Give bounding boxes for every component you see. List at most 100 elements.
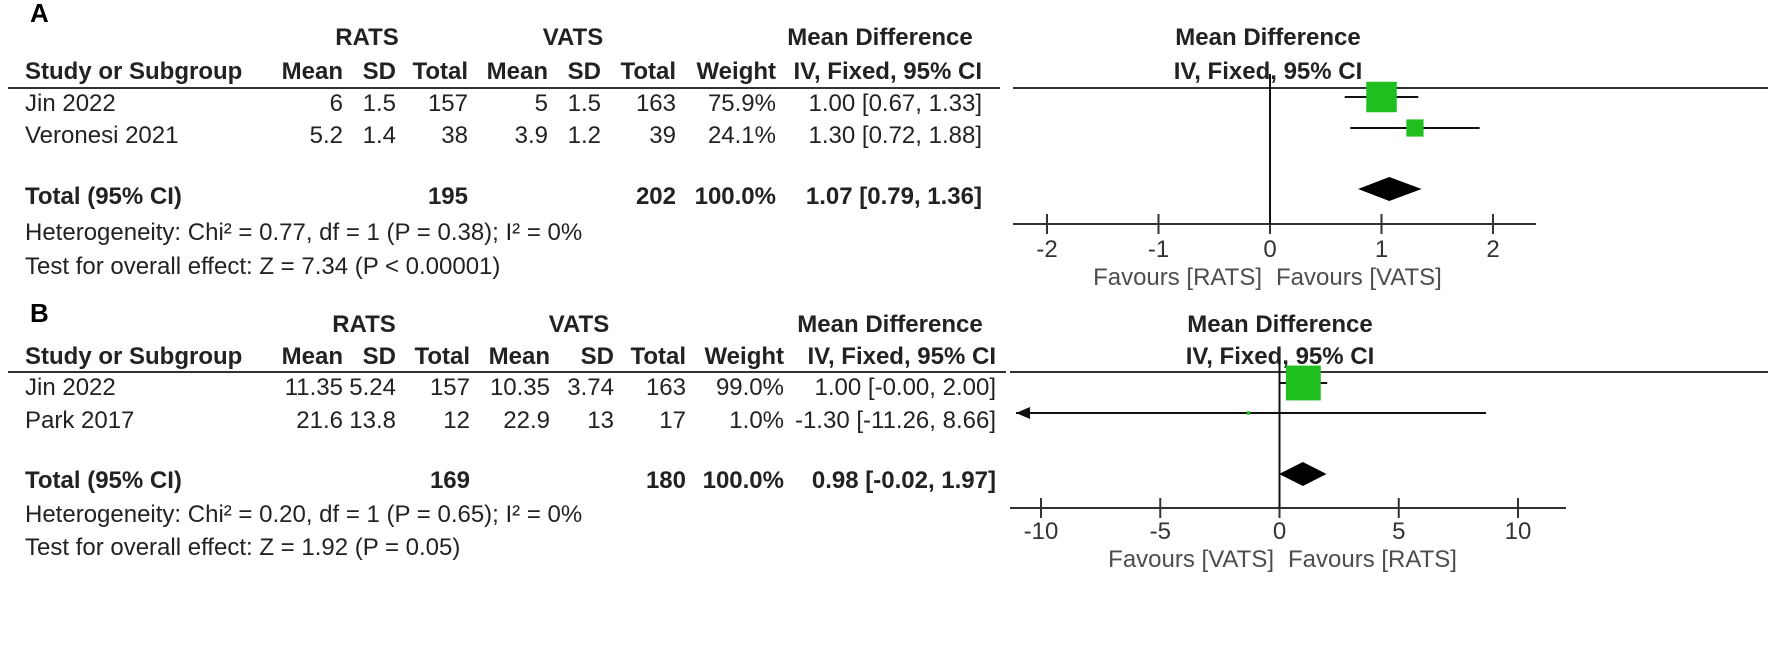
col-header-weight: Weight [696,58,776,85]
study-total-vats: 17 [659,407,686,434]
study-name: Park 2017 [25,407,134,434]
panel-label: A [30,0,49,28]
study-ci: 1.30 [0.72, 1.88] [809,122,982,149]
study-mean-vats: 5 [535,90,548,117]
favours-left-label: Favours [VATS] [1108,546,1274,573]
x-tick-label: 0 [1273,518,1286,545]
study-sd-vats: 3.74 [567,374,614,401]
plot-effect-subheader: IV, Fixed, 95% CI [1174,58,1363,85]
x-tick-label: -1 [1148,236,1169,263]
group-label-vats: VATS [549,311,609,338]
group-label-rats: RATS [335,24,399,51]
plot-effect-header: Mean Difference [1187,311,1372,338]
study-total-rats: 38 [441,122,468,149]
study-weight: 1.0% [729,407,784,434]
ci-arrow-left [1016,407,1030,419]
col-header-total-vats: Total [620,58,676,85]
study-mean-vats: 3.9 [515,122,548,149]
group-label-rats: RATS [332,311,396,338]
study-mean-vats: 10.35 [490,374,550,401]
study-weight: 75.9% [708,90,776,117]
col-header-total-rats: Total [412,58,468,85]
study-ci: 1.00 [-0.00, 2.00] [815,374,996,401]
total-label: Total (95% CI) [25,467,182,494]
study-total-rats: 12 [443,407,470,434]
heterogeneity-text: Heterogeneity: Chi² = 0.77, df = 1 (P = … [25,219,582,246]
study-mean-rats: 11.35 [285,374,343,401]
col-header-sd-rats: SD [363,58,396,85]
study-total-vats: 39 [649,122,676,149]
total-diamond [1279,462,1327,486]
study-mean-vats: 22.9 [503,407,550,434]
total-ci: 0.98 [-0.02, 1.97] [812,467,996,494]
study-mean-rats: 6 [330,90,343,117]
col-header-ci: IV, Fixed, 95% CI [793,58,982,85]
panel-label: B [30,298,49,328]
study-sd-rats: 1.4 [363,122,396,149]
study-name: Jin 2022 [25,374,116,401]
forest-panel-a: A RATS VATS Mean Difference Mean Difference S… [8,0,1768,291]
study-sd-vats: 1.2 [568,122,601,149]
total-diamond [1358,177,1422,201]
x-tick-label: -10 [1024,518,1059,545]
study-total-rats: 157 [428,90,468,117]
col-header-mean-vats: Mean [487,58,548,85]
col-header-ci: IV, Fixed, 95% CI [807,343,996,370]
total-n-rats: 195 [428,183,468,210]
total-label: Total (95% CI) [25,183,182,210]
total-n-rats: 169 [430,467,470,494]
overall-effect-text: Test for overall effect: Z = 1.92 (P = 0… [25,534,460,561]
effect-header: Mean Difference [797,311,982,338]
study-sd-vats: 1.5 [568,90,601,117]
study-total-rats: 157 [430,374,470,401]
total-n-vats: 180 [646,467,686,494]
total-weight: 100.0% [703,467,784,494]
col-header-total-vats: Total [630,343,686,370]
col-header-study: Study or Subgroup [25,343,242,370]
study-sd-rats: 13.8 [349,407,396,434]
x-tick-label: -5 [1150,518,1171,545]
study-weight-square [1366,81,1397,113]
x-tick-label: 0 [1263,236,1276,263]
x-tick-label: 5 [1392,518,1405,545]
study-weight: 99.0% [716,374,784,401]
overall-effect-text: Test for overall effect: Z = 7.34 (P < 0… [25,253,500,280]
study-ci: 1.00 [0.67, 1.33] [809,90,982,117]
effect-header: Mean Difference [787,24,972,51]
col-header-weight: Weight [704,343,784,370]
study-weight-square [1406,119,1424,137]
study-mean-rats: 5.2 [310,122,343,149]
total-ci: 1.07 [0.79, 1.36] [806,183,982,210]
col-header-study: Study or Subgroup [25,58,242,85]
col-header-sd-rats: SD [363,343,396,370]
x-tick-label: 1 [1375,236,1388,263]
col-header-sd-vats: SD [568,58,601,85]
study-weight-square [1246,411,1251,415]
forest-panel-b: B RATS VATS Mean Difference Mean Difference S… [8,298,1768,573]
group-label-vats: VATS [543,24,603,51]
favours-right-label: Favours [VATS] [1276,264,1442,291]
col-header-sd-vats: SD [581,343,614,370]
study-name: Veronesi 2021 [25,122,178,149]
x-tick-label: 10 [1505,518,1532,545]
study-total-vats: 163 [636,90,676,117]
study-sd-rats: 5.24 [349,374,396,401]
x-tick-label: -2 [1036,236,1057,263]
study-weight-square [1285,365,1321,401]
heterogeneity-text: Heterogeneity: Chi² = 0.20, df = 1 (P = … [25,501,582,528]
x-tick-label: 2 [1486,236,1499,263]
study-mean-rats: 21.6 [296,407,343,434]
favours-right-label: Favours [RATS] [1288,546,1457,573]
study-sd-rats: 1.5 [363,90,396,117]
col-header-mean-rats: Mean [282,58,343,85]
plot-effect-header: Mean Difference [1175,24,1360,51]
total-n-vats: 202 [636,183,676,210]
col-header-total-rats: Total [414,343,470,370]
study-sd-vats: 13 [587,407,614,434]
study-weight: 24.1% [708,122,776,149]
study-ci: -1.30 [-11.26, 8.66] [795,407,996,434]
favours-left-label: Favours [RATS] [1093,264,1262,291]
study-name: Jin 2022 [25,90,116,117]
col-header-mean-rats: Mean [282,343,343,370]
total-weight: 100.0% [695,183,776,210]
